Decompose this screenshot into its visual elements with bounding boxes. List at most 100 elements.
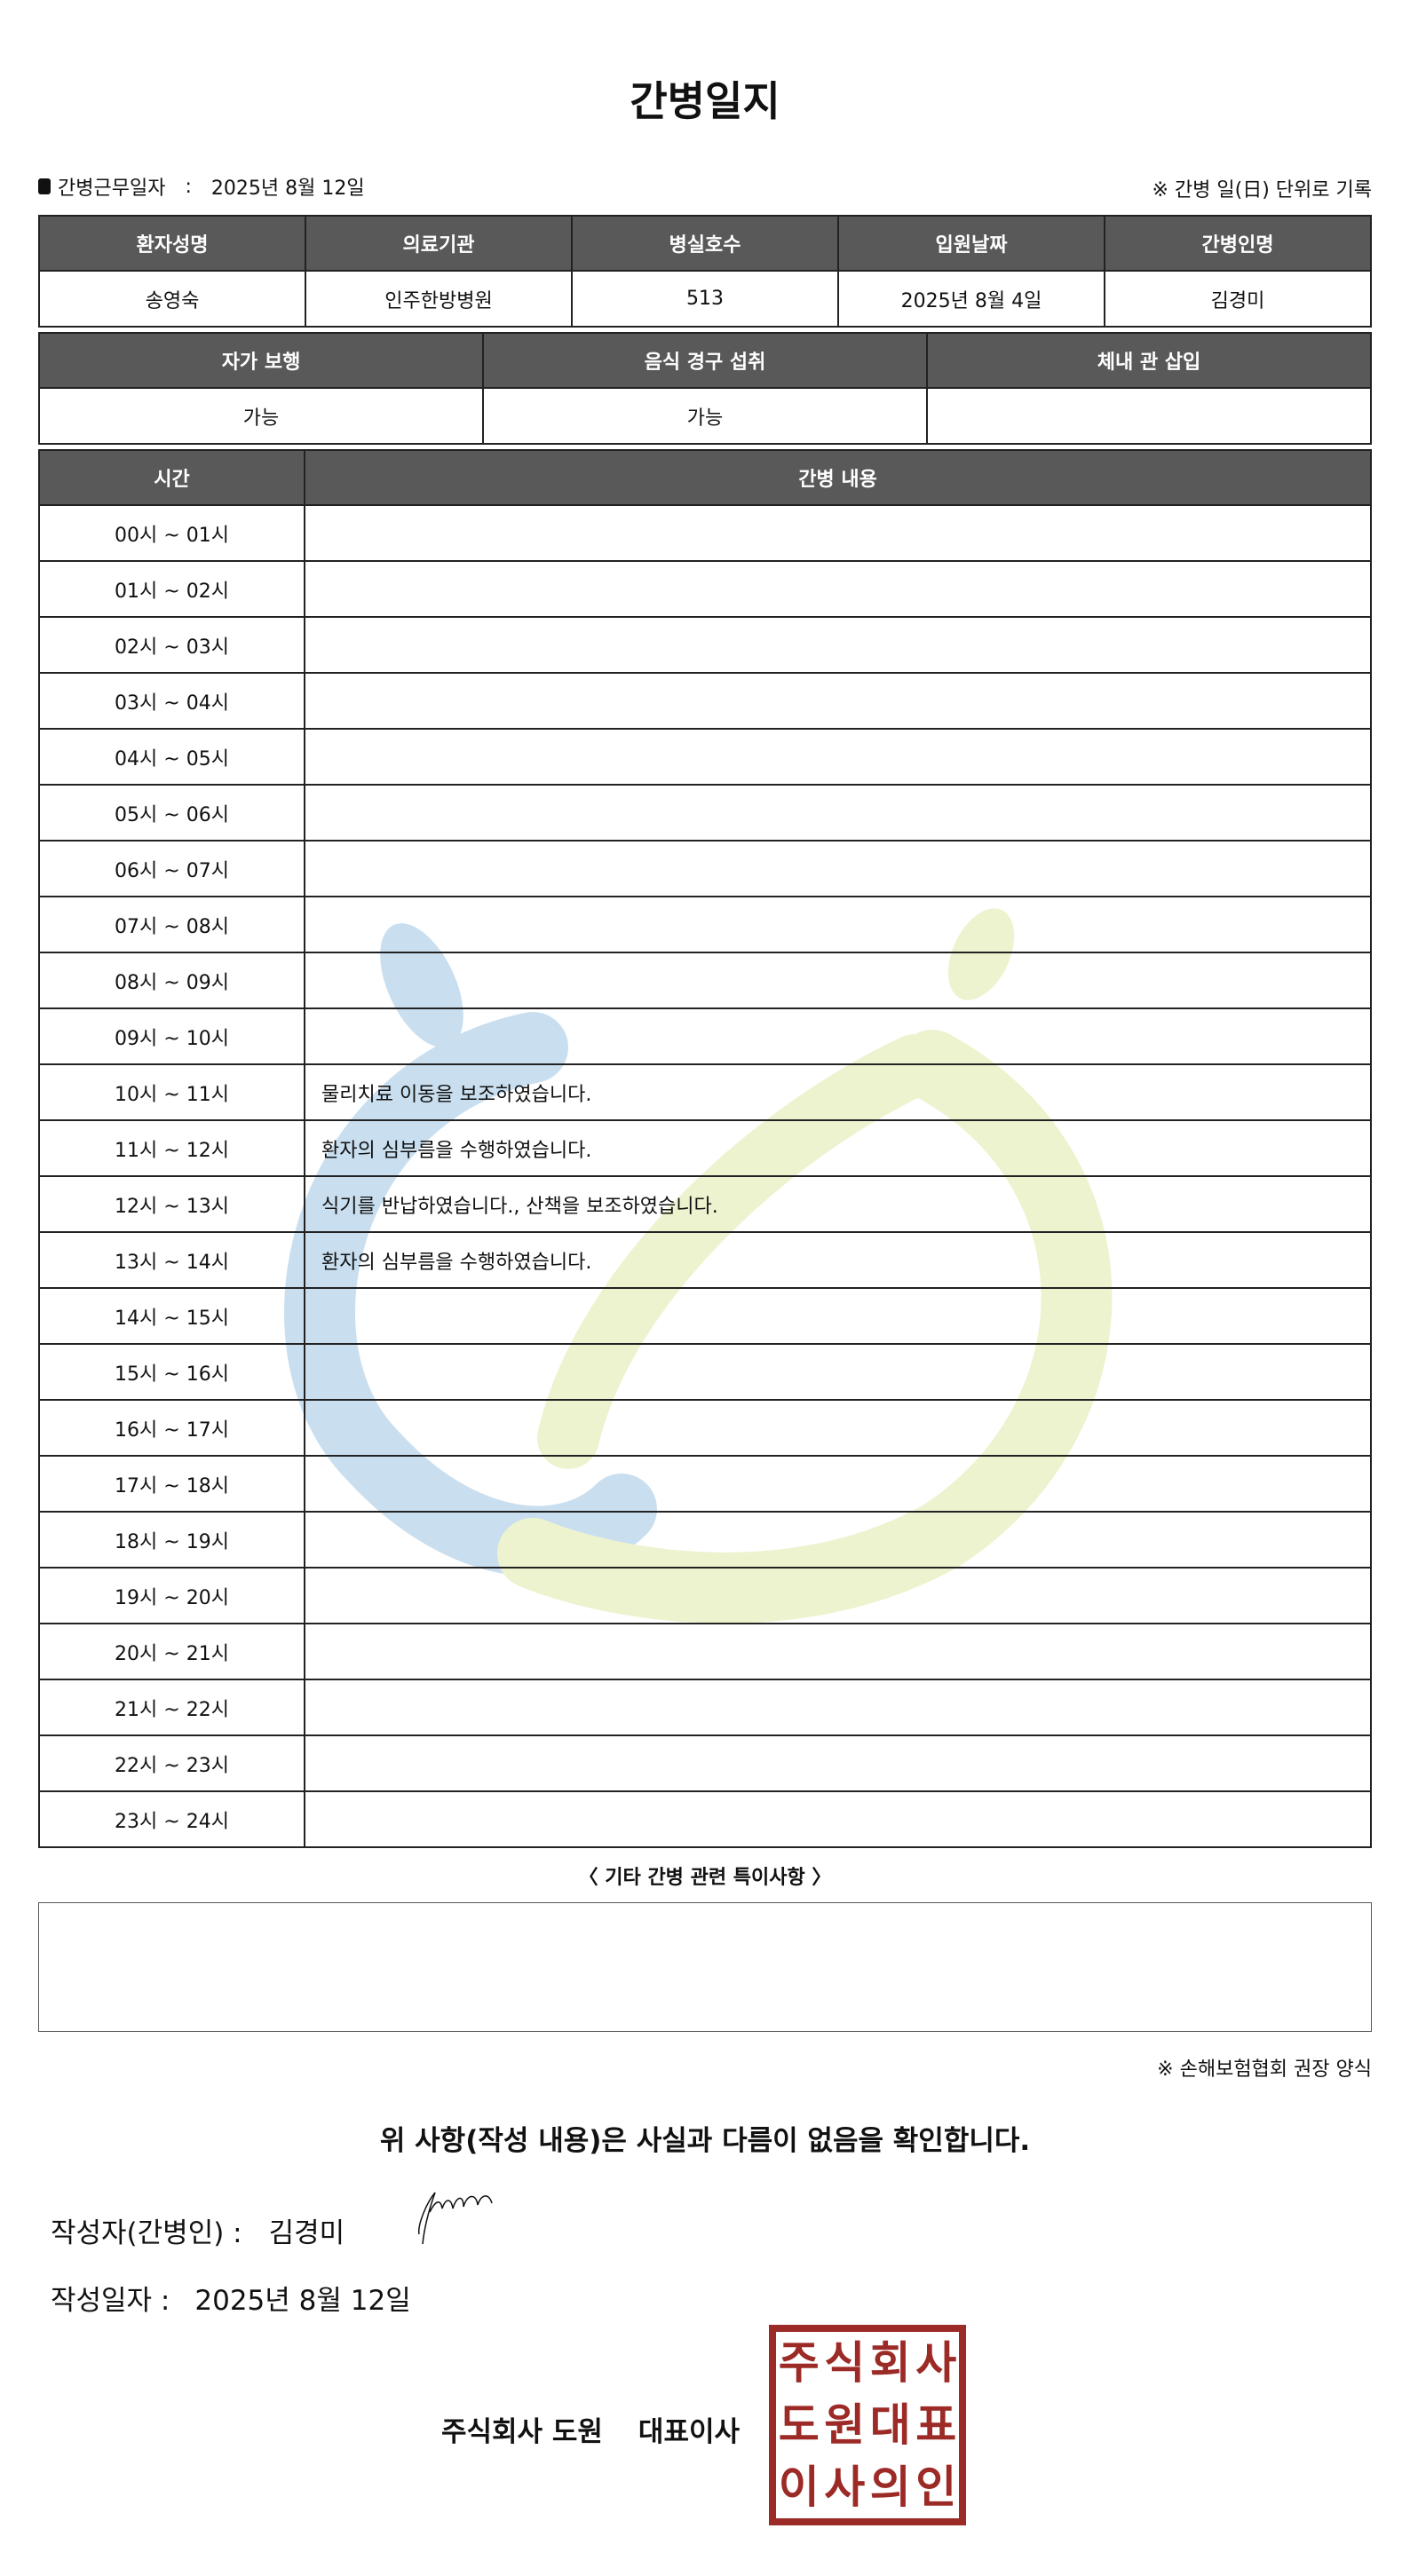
- stamp-character: 인: [915, 2461, 957, 2513]
- table-row: 22시 ~ 23시: [38, 1734, 1372, 1792]
- time-slot: 13시 ~ 14시: [38, 1231, 305, 1289]
- caregiver-name: 김경미: [1104, 270, 1372, 328]
- time-slot: 18시 ~ 19시: [38, 1511, 305, 1569]
- stamp-character: 대: [869, 2399, 911, 2451]
- stamp-character: 표: [915, 2399, 957, 2451]
- time-slot: 17시 ~ 18시: [38, 1455, 305, 1513]
- table-row: 19시 ~ 20시: [38, 1567, 1372, 1624]
- care-content: [304, 1734, 1372, 1792]
- care-content: [304, 784, 1372, 842]
- care-content: [304, 1399, 1372, 1457]
- table-row: 04시 ~ 05시: [38, 728, 1372, 786]
- hospital: 인주한방병원: [305, 270, 573, 328]
- care-content: [304, 1455, 1372, 1513]
- care-content: 환자의 심부름을 수행하였습니다.: [304, 1231, 1372, 1289]
- table-row: 07시 ~ 08시: [38, 896, 1372, 953]
- time-slot: 16시 ~ 17시: [38, 1399, 305, 1457]
- stamp-character: 원: [824, 2399, 866, 2451]
- care-content: [304, 728, 1372, 786]
- room-number: 513: [571, 270, 839, 328]
- care-content: [304, 1567, 1372, 1624]
- page-title: 간병일지: [630, 77, 780, 125]
- table-row: 15시 ~ 16시: [38, 1343, 1372, 1401]
- time-slot: 08시 ~ 09시: [38, 952, 305, 1009]
- patient-status-table: 자가 보행 음식 경구 섭취 체내 관 삽입 가능 가능: [38, 332, 1372, 445]
- care-content: 식기를 반납하였습니다., 산책을 보조하였습니다.: [304, 1175, 1372, 1233]
- stamp-character: 사: [824, 2461, 866, 2513]
- time-slot: 04시 ~ 05시: [38, 728, 305, 786]
- care-content: [304, 840, 1372, 897]
- work-date-value: 2025년 8월 12일: [210, 178, 365, 200]
- stamp-character: 주: [778, 2337, 820, 2389]
- stamp-character: 식: [824, 2337, 866, 2389]
- time-slot: 05시 ~ 06시: [38, 784, 305, 842]
- work-date-label: 간병근무일자: [58, 178, 166, 200]
- table-row: 13시 ~ 14시 환자의 심부름을 수행하였습니다.: [38, 1231, 1372, 1289]
- time-slot: 12시 ~ 13시: [38, 1175, 305, 1233]
- stamp-character: 회: [869, 2337, 911, 2389]
- header-caregiver: 간병인명: [1104, 215, 1372, 272]
- care-content: [304, 1007, 1372, 1065]
- header-oral-intake: 음식 경구 섭취: [482, 332, 928, 389]
- time-slot: 14시 ~ 15시: [38, 1287, 305, 1345]
- work-date-line: 간병근무일자 : 2025년 8월 12일: [38, 172, 365, 201]
- table-row: 23시 ~ 24시: [38, 1790, 1372, 1848]
- care-content: [304, 1623, 1372, 1680]
- table-row: 05시 ~ 06시: [38, 784, 1372, 842]
- care-content: [304, 896, 1372, 953]
- time-slot: 21시 ~ 22시: [38, 1679, 305, 1736]
- header-time: 시간: [38, 449, 305, 506]
- stamp-character: 이: [778, 2461, 820, 2513]
- table-row: 12시 ~ 13시 식기를 반납하였습니다., 산책을 보조하였습니다.: [38, 1175, 1372, 1233]
- care-content: [304, 504, 1372, 562]
- oral-intake: 가능: [482, 387, 928, 445]
- write-date: 2025년 8월 12일: [194, 2285, 411, 2317]
- company-name: 주식회사 도원: [441, 2416, 603, 2448]
- care-content: [304, 1679, 1372, 1736]
- form-note: ※ 손해보험협회 권장 양식: [1157, 2058, 1372, 2081]
- time-slot: 19시 ~ 20시: [38, 1567, 305, 1624]
- stamp-character: 도: [778, 2399, 820, 2451]
- work-date-separator: :: [185, 175, 192, 198]
- table-row: 18시 ~ 19시: [38, 1511, 1372, 1569]
- write-date-label: 작성일자 :: [51, 2285, 170, 2317]
- table-row: 20시 ~ 21시: [38, 1623, 1372, 1680]
- time-slot: 22시 ~ 23시: [38, 1734, 305, 1792]
- table-row: 21시 ~ 22시: [38, 1679, 1372, 1736]
- table-row: 02시 ~ 03시: [38, 616, 1372, 674]
- time-slot: 00시 ~ 01시: [38, 504, 305, 562]
- time-slot: 11시 ~ 12시: [38, 1119, 305, 1177]
- confirmation-statement: 위 사항(작성 내용)은 사실과 다름이 없음을 확인합니다.: [379, 2125, 1031, 2157]
- table-row: 17시 ~ 18시: [38, 1455, 1372, 1513]
- table-row: 01시 ~ 02시: [38, 560, 1372, 618]
- header-self-walking: 자가 보행: [38, 332, 484, 389]
- write-date-line: 작성일자 : 2025년 8월 12일: [51, 2278, 411, 2318]
- care-log-table: 시간 간병 내용 00시 ~ 01시 01시 ~ 02시 02시 ~ 03시 03시 …: [38, 449, 1372, 1848]
- care-content: [304, 1511, 1372, 1569]
- unit-note: ※ 간병 일(日) 단위로 기록: [1152, 179, 1373, 201]
- writer-label: 작성자(간병인) :: [51, 2217, 242, 2249]
- table-row: 00시 ~ 01시: [38, 504, 1372, 562]
- stamp-character: 사: [915, 2337, 957, 2389]
- time-slot: 06시 ~ 07시: [38, 840, 305, 897]
- header-patient-name: 환자성명: [38, 215, 306, 272]
- care-content: [304, 560, 1372, 618]
- other-notes-box: [38, 1902, 1372, 2032]
- time-slot: 20시 ~ 21시: [38, 1623, 305, 1680]
- care-content: [304, 1343, 1372, 1401]
- header-admission-date: 입원날짜: [837, 215, 1105, 272]
- tube-insertion: [926, 387, 1372, 445]
- admission-date: 2025년 8월 4일: [837, 270, 1105, 328]
- care-content: [304, 1790, 1372, 1848]
- table-row: 08시 ~ 09시: [38, 952, 1372, 1009]
- table-row: 06시 ~ 07시: [38, 840, 1372, 897]
- time-slot: 09시 ~ 10시: [38, 1007, 305, 1065]
- table-row: 09시 ~ 10시: [38, 1007, 1372, 1065]
- time-slot: 03시 ~ 04시: [38, 672, 305, 730]
- time-slot: 07시 ~ 08시: [38, 896, 305, 953]
- care-content: [304, 672, 1372, 730]
- writer-name: 김경미: [268, 2217, 345, 2249]
- header-tube-insertion: 체내 관 삽입: [926, 332, 1372, 389]
- self-walking: 가능: [38, 387, 484, 445]
